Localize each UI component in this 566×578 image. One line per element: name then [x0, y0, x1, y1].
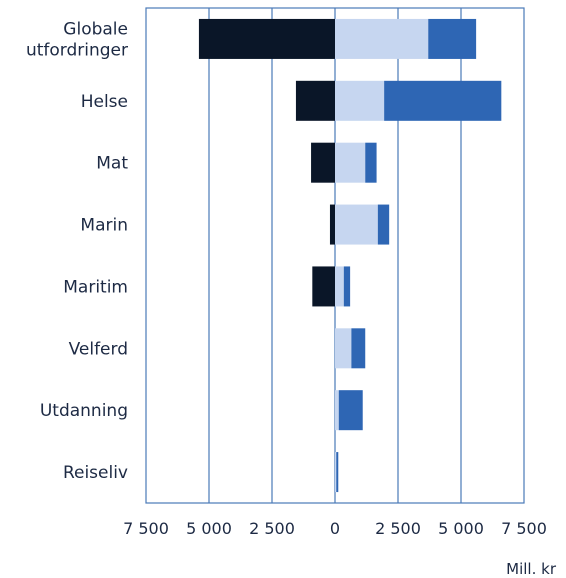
x-tick-label: 5 000: [438, 519, 484, 538]
bar-layer: [198, 18, 502, 493]
x-tick-label: 7 500: [123, 519, 169, 538]
bar-segment: [295, 80, 335, 121]
bar-segment: [311, 142, 335, 183]
x-tick-label: 5 000: [186, 519, 232, 538]
category-label: Maritim: [63, 277, 128, 297]
x-tick-label: 2 500: [249, 519, 295, 538]
bar-segment: [329, 204, 335, 245]
category-label: Reiseliv: [63, 463, 128, 483]
bar-segment: [335, 142, 366, 183]
bar-segment: [338, 390, 363, 431]
plot-frame: [145, 7, 525, 504]
bar-segment: [335, 204, 378, 245]
category-label: Marin: [80, 216, 128, 236]
bar-segment: [335, 390, 339, 431]
x-tick-label: 2 500: [375, 519, 421, 538]
bar-segment: [312, 266, 335, 307]
category-label: Velferd: [69, 339, 128, 359]
bar-segment: [351, 328, 366, 369]
bar-segment: [365, 142, 377, 183]
category-label: utfordringer: [26, 40, 128, 60]
category-label: Mat: [96, 154, 128, 174]
bar-segment: [335, 80, 385, 121]
x-tick-label: 7 500: [501, 519, 547, 538]
bar-segment: [198, 18, 335, 59]
category-label: Utdanning: [40, 401, 128, 421]
category-label: Globale: [63, 19, 128, 39]
bar-segment: [343, 266, 351, 307]
bar-segment: [335, 452, 337, 493]
x-tick-label: 0: [330, 519, 340, 538]
bar-segment: [336, 452, 339, 493]
bar-segment: [335, 266, 344, 307]
bar-segment: [428, 18, 477, 59]
bar-segment: [335, 328, 352, 369]
x-tick-labels: 7 500 5 000 2 500 0 2 500 5 000 7 500: [123, 519, 547, 538]
bar-segment: [377, 204, 390, 245]
x-axis-unit-label: Mill. kr: [506, 560, 557, 578]
bar-segment: [384, 80, 502, 121]
category-label: Helse: [81, 92, 128, 112]
bar-segment: [335, 18, 429, 59]
